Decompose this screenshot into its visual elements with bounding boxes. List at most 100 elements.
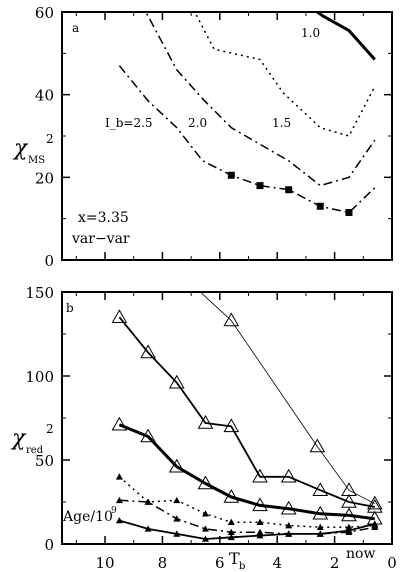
data-point-open-triangle — [223, 418, 240, 433]
data-point-square — [285, 186, 293, 194]
xtick-label: 0 — [387, 554, 397, 572]
data-point-open-triangle — [197, 415, 214, 429]
series-line-1-1 — [118, 316, 375, 508]
data-point-filled-triangle — [115, 516, 123, 524]
annotation-var-var: var−var — [71, 231, 130, 247]
panel-a-ticks: 0 20 40 60 — [35, 4, 393, 270]
panel-a-ylabel: χ MS 2 — [12, 132, 54, 166]
data-point-open-triangle — [223, 488, 240, 503]
ytick-label: 50 — [35, 452, 54, 470]
data-point-open-triangle — [252, 497, 268, 512]
data-point-filled-triangle — [371, 523, 379, 530]
data-point-filled-triangle — [256, 532, 264, 539]
data-point-filled-triangle — [144, 498, 152, 505]
series-line-1.0 — [314, 12, 376, 61]
xtick-label: 6 — [215, 554, 225, 572]
series-line-1-5 — [119, 519, 376, 540]
annotation-x: x=3.35 — [78, 210, 129, 226]
ytick-label: 150 — [25, 284, 54, 302]
data-point-open-triangle — [111, 416, 128, 431]
panel-a-ylabel-sup: 2 — [46, 132, 54, 146]
data-point-filled-triangle — [173, 496, 181, 504]
data-point-open-triangle — [309, 438, 326, 453]
data-point-open-triangle — [341, 482, 357, 496]
xtick-label: 8 — [158, 554, 168, 572]
panel-b-ylabel-main: χ — [10, 426, 27, 451]
data-point-filled-triangle — [256, 518, 264, 525]
data-point-filled-triangle — [173, 515, 181, 522]
series-label-1.0: 1.0 — [301, 26, 320, 40]
data-point-filled-triangle — [144, 525, 152, 532]
ytick-label: 40 — [35, 87, 54, 105]
ytick-label: 100 — [25, 368, 54, 386]
panel-b-ylabel-sup: 2 — [46, 422, 54, 436]
data-point-open-triangle — [312, 482, 329, 496]
data-point-open-triangle — [252, 468, 268, 483]
data-point-open-triangle — [223, 312, 240, 327]
panel-b-ylabel-sub: red — [26, 445, 44, 456]
annotation-age: Age/10 9 — [62, 506, 117, 525]
data-point-filled-triangle — [316, 523, 324, 530]
data-point-square — [256, 182, 264, 190]
series-line-Ib2.5 — [118, 65, 376, 214]
data-point-filled-triangle — [227, 518, 235, 525]
data-point-open-triangle — [197, 475, 214, 490]
panel-a-series — [118, 12, 376, 216]
panel-b-label: b — [66, 301, 74, 315]
series-line-1-3 — [118, 476, 375, 528]
data-point-open-triangle — [280, 468, 297, 483]
data-point-filled-triangle — [256, 528, 264, 536]
series-label-2.5: I_b=2.5 — [105, 116, 153, 130]
data-point-square — [227, 171, 235, 179]
panel-a-ylabel-main: χ — [12, 136, 29, 161]
data-point-filled-triangle — [285, 522, 293, 529]
data-point-open-triangle — [341, 507, 357, 522]
xtick-label: 10 — [95, 554, 114, 572]
data-point-open-triangle — [140, 428, 156, 443]
data-point-filled-triangle — [201, 510, 209, 517]
data-point-square — [316, 202, 324, 210]
data-point-filled-triangle — [345, 523, 353, 530]
series-line-1-4 — [119, 499, 375, 535]
ytick-label: 0 — [44, 536, 54, 554]
series-label-1.5: 1.5 — [272, 116, 291, 130]
xtick-label: 4 — [272, 554, 282, 572]
plot-area — [118, 12, 376, 216]
data-point-filled-triangle — [371, 520, 379, 527]
panel-b-series — [111, 292, 383, 542]
data-point-open-triangle — [341, 493, 357, 508]
series-label-2.0: 2.0 — [188, 116, 207, 130]
ytick-label: 20 — [35, 169, 54, 187]
panel-b-ticks: 0 50 100 150 10 8 6 4 2 0 — [25, 284, 396, 572]
data-point-open-triangle — [280, 500, 297, 515]
ytick-label: 0 — [44, 252, 54, 270]
data-point-open-triangle — [168, 458, 185, 473]
data-point-filled-triangle — [115, 496, 123, 504]
series-line-1-0 — [199, 292, 375, 505]
data-point-square — [345, 208, 353, 216]
panel-b-xlabel-main: T — [229, 549, 240, 568]
series-label-2.5-text: I_b=2.5 — [105, 116, 153, 130]
data-point-open-triangle — [168, 374, 185, 389]
data-point-filled-triangle — [227, 528, 235, 536]
data-point-filled-triangle — [285, 530, 293, 537]
data-point-filled-triangle — [201, 535, 209, 542]
data-point-open-triangle — [111, 309, 128, 323]
series-line-1-2 — [118, 423, 375, 521]
data-point-filled-triangle — [201, 525, 209, 532]
panel-b-xlabel: T b — [229, 549, 245, 572]
data-point-filled-triangle — [345, 527, 353, 534]
data-point-filled-triangle — [115, 473, 123, 480]
xtick-label-now: now — [346, 546, 375, 562]
series-line-2.0 — [144, 12, 376, 187]
data-point-filled-triangle — [316, 530, 324, 537]
ytick-label: 60 — [35, 4, 54, 22]
data-point-filled-triangle — [173, 530, 181, 537]
data-point-open-triangle — [312, 505, 329, 520]
data-point-open-triangle — [366, 495, 383, 510]
data-point-filled-triangle — [227, 533, 235, 541]
plot-area — [111, 292, 383, 542]
panel-b-xlabel-sub: b — [239, 561, 245, 572]
